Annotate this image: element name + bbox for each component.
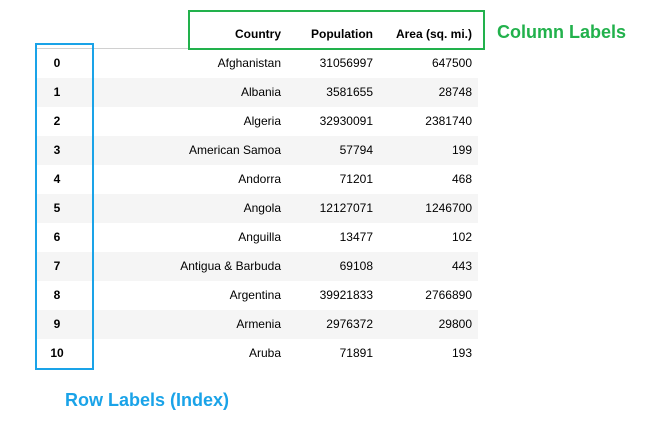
table-row: 1 Albania 3581655 28748 (36, 78, 478, 107)
row-index: 7 (53, 259, 61, 273)
cell-area: 2381740 (425, 114, 472, 128)
row-labels-highlight-box (35, 43, 94, 370)
cell-area: 2766890 (425, 288, 472, 302)
column-header-area: Area (sq. mi.) (395, 27, 472, 41)
column-labels-highlight-box (188, 10, 485, 50)
table-row: 10 Aruba 71891 193 (36, 339, 478, 368)
cell-area: 29800 (438, 317, 472, 331)
cell-area: 647500 (431, 56, 472, 70)
table-row: 3 American Samoa 57794 199 (36, 136, 478, 165)
row-index: 0 (53, 56, 61, 70)
dataframe-table: Country Population Area (sq. mi.) 0 Afgh… (36, 20, 478, 368)
cell-country: Algeria (243, 114, 281, 128)
column-header-population: Population (311, 27, 373, 41)
row-index: 6 (53, 230, 61, 244)
cell-population: 69108 (339, 259, 373, 273)
cell-area: 199 (451, 143, 472, 157)
cell-population: 2976372 (326, 317, 373, 331)
cell-country: Angola (243, 201, 281, 215)
column-header-country: Country (235, 27, 281, 41)
table-row: 5 Angola 12127071 1246700 (36, 194, 478, 223)
cell-area: 193 (451, 346, 472, 360)
table-row: 8 Argentina 39921833 2766890 (36, 281, 478, 310)
cell-area: 102 (451, 230, 472, 244)
row-index: 1 (53, 85, 61, 99)
column-labels-annotation: Column Labels (497, 22, 627, 42)
table-row: 7 Antigua & Barbuda 69108 443 (36, 252, 478, 281)
table-row: 4 Andorra 71201 468 (36, 165, 478, 194)
row-index: 9 (53, 317, 61, 331)
table-row: 6 Anguilla 13477 102 (36, 223, 478, 252)
table-row: 2 Algeria 32930091 2381740 (36, 107, 478, 136)
cell-population: 32930091 (319, 114, 373, 128)
cell-population: 57794 (339, 143, 373, 157)
table-row: 0 Afghanistan 31056997 647500 (36, 49, 478, 78)
cell-country: Armenia (236, 317, 281, 331)
cell-country: Anguilla (238, 230, 281, 244)
cell-country: Argentina (229, 288, 281, 302)
cell-population: 71891 (339, 346, 373, 360)
cell-country: American Samoa (188, 143, 281, 157)
row-labels-annotation: Row Labels (Index) (65, 390, 230, 410)
cell-area: 443 (451, 259, 472, 273)
row-index: 10 (50, 346, 64, 360)
cell-country: Afghanistan (217, 56, 281, 70)
cell-population: 13477 (339, 230, 373, 244)
cell-country: Antigua & Barbuda (180, 259, 281, 273)
cell-population: 39921833 (319, 288, 373, 302)
cell-country: Albania (240, 85, 281, 99)
cell-country: Aruba (248, 346, 281, 360)
row-index: 2 (53, 114, 61, 128)
cell-population: 31056997 (319, 56, 373, 70)
row-index: 3 (53, 143, 61, 157)
table-row: 9 Armenia 2976372 29800 (36, 310, 478, 339)
cell-country: Andorra (238, 172, 281, 186)
row-index: 5 (53, 201, 61, 215)
cell-area: 1246700 (425, 201, 472, 215)
cell-population: 71201 (339, 172, 373, 186)
cell-area: 468 (451, 172, 472, 186)
cell-population: 12127071 (319, 201, 373, 215)
cell-area: 28748 (438, 85, 472, 99)
row-index: 8 (53, 288, 61, 302)
row-index: 4 (53, 172, 61, 186)
cell-population: 3581655 (326, 85, 373, 99)
